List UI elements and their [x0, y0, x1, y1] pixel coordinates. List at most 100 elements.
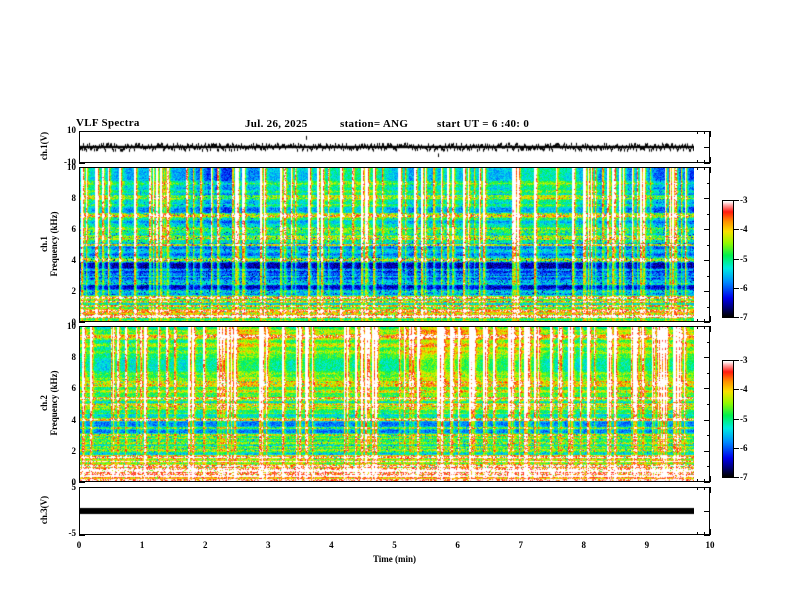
y-tick [704, 326, 710, 327]
ch3-waveform-canvas [80, 488, 694, 534]
x-tick [79, 131, 80, 137]
ch2-colorbar [722, 360, 734, 478]
ch1-waveform-canvas [80, 132, 694, 162]
colorbar-tick [734, 259, 739, 260]
xtick-6: 6 [455, 540, 460, 550]
y-tick [707, 276, 710, 277]
y-tick [704, 167, 710, 168]
y-tick [704, 535, 710, 536]
y-tick [704, 420, 710, 421]
colorbar-tick [734, 317, 739, 318]
colorbar-tick-label-ch1-colorbar-1: -4 [740, 224, 748, 235]
x-tick [697, 479, 698, 482]
y-tick [707, 307, 710, 308]
x-tick [704, 479, 705, 482]
ytick-ch2-spectrogram-10: 10 [67, 321, 76, 331]
figure-date: Jul. 26, 2025 [245, 118, 308, 130]
ylabel-ch3-voltage: ch.3(V) [39, 495, 49, 525]
ytick-ch1-neg10: -10 [64, 157, 76, 167]
y-tick [79, 131, 85, 132]
x-tick [710, 476, 711, 482]
y-tick [704, 511, 710, 512]
xtick-2: 2 [202, 540, 208, 550]
y-tick [79, 163, 85, 164]
ytick-ch1-spectrogram-8: 8 [71, 193, 77, 203]
colorbar-tick [734, 288, 739, 289]
ytick-ch3-neg5: -5 [68, 528, 77, 538]
y-tick [704, 260, 710, 261]
y-tick [704, 487, 710, 488]
y-tick [704, 322, 710, 323]
ytick-ch2-spectrogram-8: 8 [71, 352, 77, 363]
y-tick [79, 487, 85, 488]
colorbar-tick-label-ch2-colorbar-2: -5 [740, 413, 748, 424]
y-tick [79, 535, 85, 536]
xtick-3: 3 [266, 540, 271, 550]
ytick-ch1-spectrogram-0: 0 [71, 317, 77, 327]
ylabel-ch2-frequency: Frequency (kHz) [49, 370, 59, 436]
y-tick [79, 167, 85, 168]
ylabel-ch1-voltage: ch.1(V) [39, 131, 49, 161]
y-tick [704, 147, 710, 148]
ch1-colorbar [722, 200, 734, 318]
x-tick [710, 529, 711, 535]
x-tick [704, 326, 705, 329]
ytick-ch1-spectrogram-10: 10 [67, 162, 76, 172]
x-tick [79, 326, 80, 332]
x-tick [704, 131, 705, 134]
y-tick [707, 214, 710, 215]
colorbar-tick [734, 419, 739, 420]
xtick-9: 9 [644, 540, 650, 550]
x-tick [697, 532, 698, 535]
x-tick [710, 157, 711, 163]
y-tick [704, 131, 710, 132]
colorbar-tick-label-ch2-colorbar-1: -4 [740, 384, 748, 395]
xtick-8: 8 [581, 540, 587, 550]
ylabel-ch1-name: ch.1 [39, 235, 49, 252]
colorbar-tick [734, 229, 739, 230]
figure-title: VLF Spectra [76, 117, 140, 129]
y-tick [79, 326, 85, 327]
colorbar-tick-label-ch2-colorbar-4: -7 [740, 472, 748, 482]
colorbar-tick-label-ch2-colorbar-3: -6 [740, 442, 748, 453]
x-tick [79, 487, 80, 493]
ytick-ch1-10: 10 [67, 125, 76, 135]
x-tick [79, 167, 80, 173]
x-tick [697, 326, 698, 329]
xtick-4: 4 [329, 540, 334, 550]
y-tick [704, 229, 710, 230]
x-tick [697, 131, 698, 134]
y-tick [79, 482, 85, 483]
figure-start-ut: start UT = 6 :40: 0 [437, 118, 530, 130]
y-tick [707, 466, 710, 467]
x-axis-label: Time (min) [372, 554, 417, 564]
x-tick [79, 316, 80, 322]
y-tick [707, 245, 710, 246]
x-tick [710, 167, 711, 173]
ytick-ch2-spectrogram-4: 4 [71, 414, 77, 425]
colorbar-tick-label-ch1-colorbar-3: -6 [740, 282, 748, 293]
ytick-ch1-spectrogram-6: 6 [71, 224, 77, 234]
xtick-10: 10 [705, 540, 715, 550]
ytick-ch1-spectrogram-4: 4 [71, 255, 77, 265]
x-tick [710, 326, 711, 332]
x-tick [79, 157, 80, 163]
colorbar-tick [734, 448, 739, 449]
y-tick [704, 357, 710, 358]
ytick-ch1-spectrogram-2: 2 [71, 286, 77, 296]
y-tick [704, 451, 710, 452]
x-tick [704, 167, 705, 170]
x-tick [79, 476, 80, 482]
x-tick [704, 319, 705, 322]
y-tick [707, 435, 710, 436]
colorbar-tick [734, 477, 739, 478]
y-tick [707, 373, 710, 374]
x-tick [710, 131, 711, 137]
colorbar-tick-label-ch2-colorbar-0: -3 [740, 355, 748, 365]
ch2-spectrogram-canvas [80, 327, 694, 481]
x-tick [710, 316, 711, 322]
colorbar-tick-label-ch1-colorbar-2: -5 [740, 253, 748, 264]
y-tick [79, 322, 85, 323]
colorbar-tick-label-ch1-colorbar-0: -3 [740, 195, 748, 205]
